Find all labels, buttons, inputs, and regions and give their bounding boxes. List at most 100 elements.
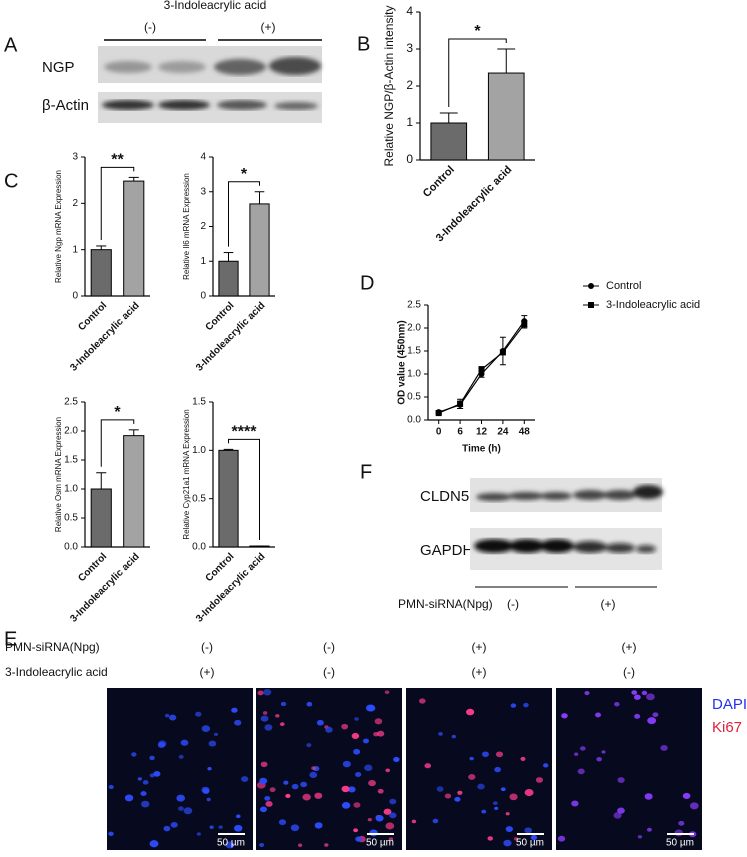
micrograph — [406, 688, 552, 850]
nucleus — [366, 704, 376, 712]
nucleus — [257, 690, 264, 696]
micrograph — [556, 688, 702, 850]
nucleus — [309, 771, 318, 778]
group-label: (+) — [601, 597, 616, 611]
y-tick-label: 4 — [200, 152, 206, 163]
nucleus — [341, 785, 350, 793]
marker — [499, 349, 506, 356]
nucleus — [652, 712, 659, 718]
nucleus — [505, 826, 514, 832]
nucleus — [218, 825, 223, 829]
nucleus — [314, 792, 323, 799]
nucleus — [495, 751, 504, 758]
bar — [249, 203, 270, 297]
significance-bracket — [228, 181, 260, 247]
nucleus — [689, 802, 699, 810]
nucleus — [454, 796, 461, 802]
column-label: (-) — [323, 640, 335, 654]
nucleus — [520, 756, 526, 761]
nucleus — [283, 780, 289, 785]
column-label: (+) — [200, 665, 215, 679]
nucleus — [367, 817, 372, 822]
nucleus — [373, 732, 379, 737]
nucleus — [285, 793, 291, 799]
nucleus — [432, 818, 439, 824]
nucleus — [355, 836, 363, 842]
legend-marker — [588, 283, 594, 289]
nucleus — [195, 711, 202, 717]
legend-marker — [588, 302, 594, 308]
nucleus — [207, 767, 212, 771]
nucleus — [646, 827, 652, 832]
y-tick-label: 2 — [406, 78, 413, 92]
micrograph — [107, 688, 253, 850]
bar — [90, 249, 112, 297]
nucleus — [377, 788, 384, 794]
y-tick-label: 2.0 — [407, 323, 421, 334]
nucleus — [634, 713, 641, 719]
nucleus — [314, 822, 323, 829]
nucleus — [259, 777, 268, 785]
y-tick-label: 1 — [406, 115, 413, 129]
nucleus — [164, 713, 170, 718]
nucleus — [631, 690, 638, 695]
nucleus — [153, 771, 161, 777]
nucleus — [291, 783, 299, 790]
nucleus — [601, 750, 606, 754]
scale-label: 50 µm — [217, 838, 245, 849]
nucleus — [140, 791, 147, 797]
nucleus — [364, 764, 373, 772]
marker — [435, 410, 442, 417]
condition-label: PMN-siRNA(Npg) — [398, 597, 493, 611]
nucleus — [494, 766, 502, 773]
nucleus — [353, 828, 359, 833]
nucleus — [523, 702, 529, 708]
panel-label: C — [4, 170, 18, 192]
nucleus — [444, 793, 452, 799]
nucleus — [580, 746, 586, 751]
nucleus — [385, 768, 391, 773]
x-tick-label: Control — [76, 300, 109, 333]
nucleus — [196, 832, 201, 836]
nucleus — [206, 797, 211, 802]
nucleus — [393, 756, 400, 763]
nucleus — [457, 790, 463, 795]
panel-label: D — [360, 272, 374, 294]
y-tick-label: 0.5 — [192, 493, 206, 504]
nucleus — [240, 776, 249, 783]
y-tick-label: 1.5 — [192, 397, 206, 408]
nucleus — [306, 701, 313, 707]
nucleus — [265, 801, 273, 807]
nucleus — [325, 726, 333, 733]
nucleus — [131, 752, 137, 757]
legend-dapi: DAPI — [712, 696, 747, 713]
bar — [123, 180, 145, 297]
nucleus — [436, 786, 444, 792]
x-tick-label: Control — [421, 164, 457, 200]
y-axis-label: Relative Ngp mRNA Expression — [54, 170, 63, 283]
y-tick-label: 0.0 — [192, 542, 206, 553]
y-axis-label: Relative Il6 mRNA Expression — [182, 173, 191, 280]
y-tick-label: 0.5 — [64, 513, 78, 524]
nucleus — [178, 754, 184, 759]
y-tick-label: 0 — [72, 291, 78, 302]
nucleus — [142, 780, 149, 785]
blot-row-label: β-Actin — [42, 97, 89, 114]
nucleus — [481, 809, 487, 814]
nucleus — [503, 839, 512, 847]
y-tick-label: 3 — [72, 152, 78, 163]
y-tick-label: 1 — [200, 256, 206, 267]
nucleus — [264, 724, 273, 731]
nucleus — [644, 793, 653, 800]
nucleus — [108, 784, 114, 790]
nucleus — [411, 819, 417, 824]
nucleus — [646, 693, 655, 701]
column-label: (-) — [623, 665, 635, 679]
blot-row-label: NGP — [42, 59, 75, 76]
nucleus — [633, 694, 641, 700]
nucleus — [269, 787, 276, 793]
nucleus — [259, 806, 267, 813]
x-tick-label: 24 — [497, 427, 509, 438]
